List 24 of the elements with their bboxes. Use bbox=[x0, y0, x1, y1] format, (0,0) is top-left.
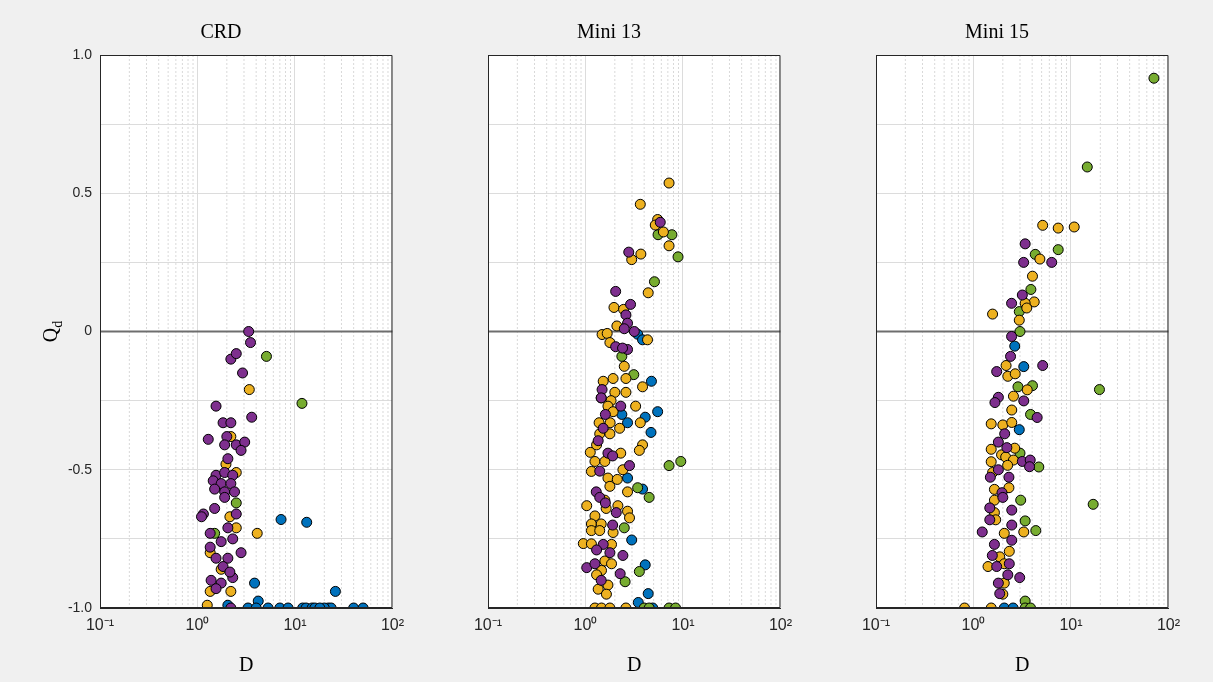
x-axis-title: D bbox=[1014, 653, 1030, 676]
x-tick-label: 10² bbox=[1156, 616, 1181, 634]
chart-title: CRD bbox=[200, 20, 242, 43]
chart-title: Mini 15 bbox=[965, 20, 1029, 43]
x-tick-label: 10⁰ bbox=[961, 616, 986, 634]
x-tick-label: 10¹ bbox=[1059, 616, 1083, 634]
x-tick-label: 10² bbox=[768, 616, 793, 634]
x-tick-label: 10⁻¹ bbox=[861, 616, 891, 634]
y-tick-label: -0.5 bbox=[67, 460, 93, 477]
y-tick-label: 0.5 bbox=[72, 184, 93, 201]
x-tick-label: 10⁰ bbox=[573, 616, 598, 634]
x-tick-label: 10¹ bbox=[671, 616, 695, 634]
x-tick-label: 10⁻¹ bbox=[85, 616, 115, 634]
y-tick-label: -1.0 bbox=[67, 598, 93, 615]
y-tick-label: 0 bbox=[84, 322, 93, 339]
x-tick-label: 10⁻¹ bbox=[473, 616, 503, 634]
x-axis-title: D bbox=[626, 653, 642, 676]
x-tick-label: 10² bbox=[380, 616, 405, 634]
x-tick-label: 10¹ bbox=[283, 616, 307, 634]
chart-title: Mini 13 bbox=[577, 20, 641, 43]
x-tick-label: 10⁰ bbox=[185, 616, 210, 634]
y-tick-label: 1.0 bbox=[72, 45, 93, 62]
y-axis-title: Qd bbox=[39, 320, 65, 343]
x-axis-title: D bbox=[238, 653, 254, 676]
